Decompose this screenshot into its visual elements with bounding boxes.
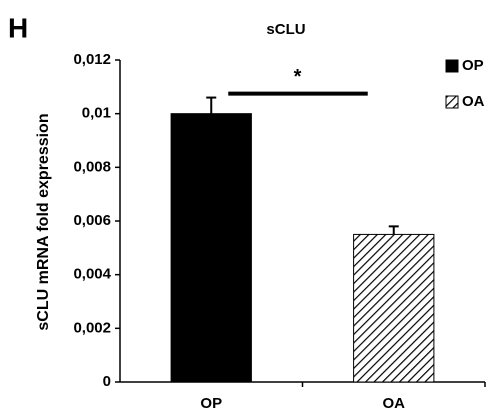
y-tick-label: 0,004: [73, 266, 111, 283]
error-bar: [206, 96, 217, 114]
panel-label: H: [8, 12, 28, 43]
bar: [353, 233, 435, 383]
y-tick-label: 0,008: [73, 158, 111, 175]
y-tick-label: 0,002: [73, 319, 111, 336]
y-axis-label: sCLU mRNA fold expression: [35, 113, 52, 330]
y-tick-label: 0,006: [73, 212, 111, 229]
x-tick-label: OA: [383, 395, 406, 412]
x-tick-label: OP: [200, 395, 222, 412]
y-tick-label: 0,012: [73, 51, 111, 68]
legend-swatch: [445, 59, 459, 73]
bar: [170, 113, 252, 383]
legend-swatch: [445, 95, 459, 109]
chart-title: sCLU: [266, 21, 305, 38]
annotation: *: [294, 66, 302, 88]
y-tick-label: 0,01: [82, 105, 111, 122]
legend-label: OP: [462, 57, 484, 74]
error-bar: [388, 225, 399, 235]
y-tick-label: 0: [103, 373, 111, 390]
legend-label: OA: [462, 93, 485, 110]
